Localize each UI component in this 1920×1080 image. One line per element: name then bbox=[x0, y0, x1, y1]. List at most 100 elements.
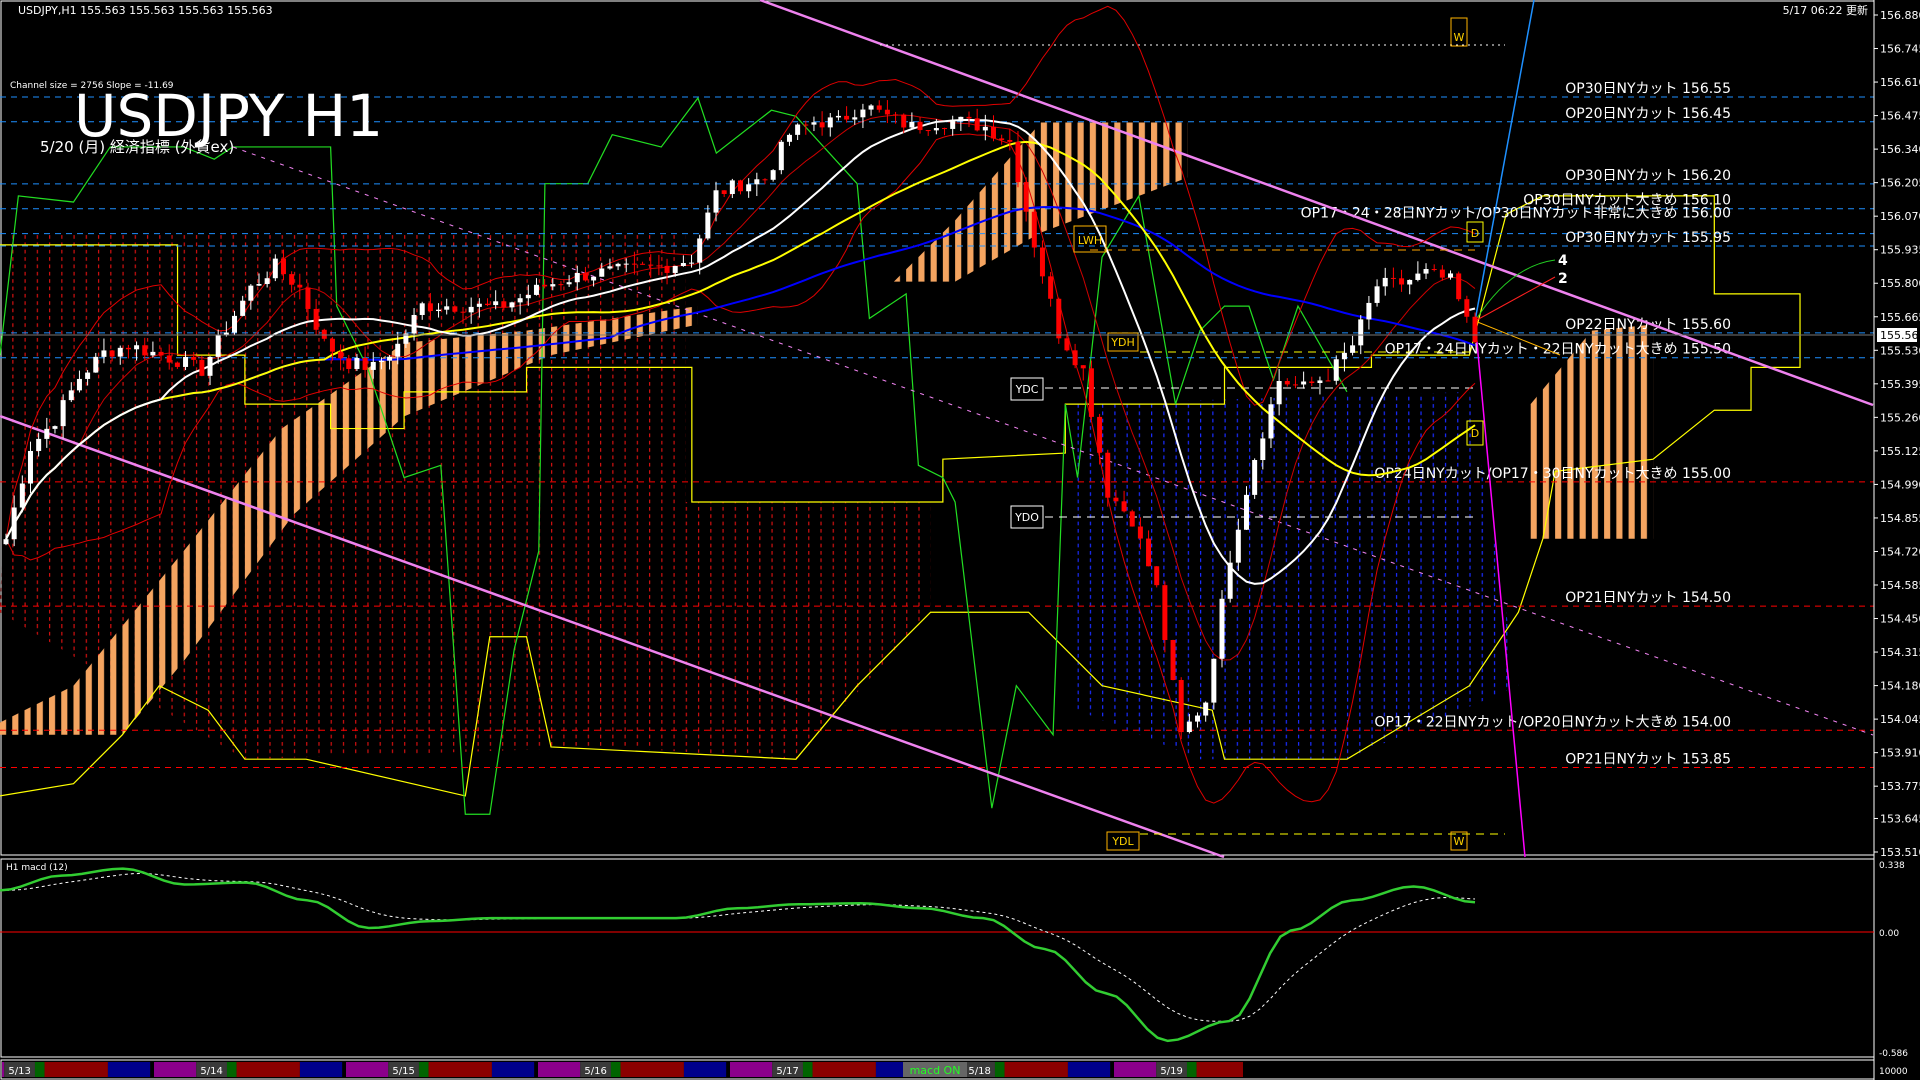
date-bar-segment bbox=[154, 1062, 197, 1077]
macd-lines bbox=[0, 867, 1476, 1043]
date-bar-segment bbox=[236, 1062, 300, 1077]
channel-lower-line[interactable] bbox=[0, 414, 1225, 859]
option-level-label: OP30日NYカット 156.20 bbox=[1565, 168, 1731, 184]
macd-tick-max: 0.338 bbox=[1879, 861, 1905, 871]
candle-body bbox=[1341, 352, 1347, 360]
candles bbox=[3, 100, 1478, 740]
ydl-label: YDL bbox=[1111, 835, 1134, 848]
candle-body bbox=[672, 265, 678, 273]
candle-body bbox=[1415, 273, 1421, 280]
option-level-label: OP21日NYカット 153.85 bbox=[1565, 752, 1731, 768]
ichimoku-cloud bbox=[0, 96, 1801, 815]
candle-body bbox=[215, 335, 221, 357]
marker-boxes: YDH YDC YDO YDL LWH W W D D bbox=[1010, 17, 1484, 851]
candle-body bbox=[1007, 139, 1013, 142]
senkou-span-yellow bbox=[0, 195, 1801, 797]
option-level-label: OP24日NYカット/OP17・30日NYカット大きめ 155.00 bbox=[1374, 466, 1731, 482]
candle-body bbox=[346, 358, 352, 369]
candle-body bbox=[786, 134, 792, 142]
channel-upper-line[interactable] bbox=[759, 0, 1874, 407]
option-level-label: OP20日NYカット 156.45 bbox=[1565, 106, 1731, 122]
lwh-label: LWH bbox=[1078, 234, 1102, 247]
candle-body bbox=[689, 262, 695, 264]
ydl-box bbox=[1106, 831, 1140, 851]
price-tick-label: 156.475 bbox=[1880, 110, 1920, 123]
candle-body bbox=[1317, 380, 1323, 383]
candle-body bbox=[1186, 721, 1192, 733]
candle-body bbox=[1268, 404, 1274, 439]
candle-body bbox=[378, 360, 384, 362]
price-tick-label: 155.935 bbox=[1880, 244, 1920, 257]
kumo-blue-dotted bbox=[1077, 391, 1519, 760]
bottom-bar-frame bbox=[0, 1059, 1875, 1080]
candle-body bbox=[835, 115, 841, 118]
price-tick-label: 155.395 bbox=[1880, 378, 1920, 391]
candle-body bbox=[44, 428, 50, 439]
candle-body bbox=[1399, 278, 1405, 285]
candle-body bbox=[109, 350, 115, 357]
price-tick-label: 154.855 bbox=[1880, 512, 1920, 525]
date-bar-segment bbox=[538, 1062, 581, 1077]
date-bar-segment bbox=[491, 1062, 535, 1077]
candle-body bbox=[256, 284, 262, 286]
candle-body bbox=[990, 126, 996, 139]
candle-body bbox=[607, 266, 613, 269]
price-axis[interactable]: 156.880 156.745 156.610 156.475 156.340 156.2… bbox=[1873, 0, 1920, 1080]
candle-body bbox=[582, 272, 588, 281]
candle-body bbox=[1235, 529, 1241, 563]
price-tick-label: 153.510 bbox=[1880, 846, 1920, 859]
date-bar: 5/13 5/14 5/15 5/16 5/17 5/18 5/19 bbox=[2, 1062, 1243, 1077]
price-tick-label: 156.340 bbox=[1880, 143, 1920, 156]
chikou-span-green bbox=[0, 96, 1348, 815]
candle-body bbox=[362, 358, 368, 370]
candle-body bbox=[909, 121, 915, 128]
candle-body bbox=[1154, 566, 1160, 586]
candle-body bbox=[958, 116, 964, 122]
candle-body bbox=[615, 263, 621, 267]
candle-body bbox=[36, 438, 42, 451]
price-tick-label: 156.610 bbox=[1880, 76, 1920, 89]
w-box-top bbox=[1450, 17, 1468, 47]
candle-body bbox=[93, 356, 99, 373]
candle-body bbox=[19, 483, 25, 508]
candle-body bbox=[550, 284, 556, 287]
candle-body bbox=[999, 138, 1005, 140]
candle-body bbox=[1423, 269, 1429, 274]
candle-body bbox=[868, 105, 874, 110]
chart-title: USDJPY H1 bbox=[74, 82, 383, 150]
candle-body bbox=[444, 306, 450, 310]
macd-toggle-label[interactable]: macd ON bbox=[910, 1064, 961, 1077]
price-tick-label: 155.665 bbox=[1880, 311, 1920, 324]
candle-body bbox=[403, 333, 409, 344]
candle-body bbox=[1023, 182, 1029, 212]
trend-lines: 4 2 bbox=[0, 0, 1874, 859]
candle-body bbox=[591, 276, 597, 281]
kumo-orange-mid bbox=[893, 122, 1188, 282]
date-bar-segment bbox=[34, 1062, 45, 1077]
w-box-bottom bbox=[1450, 831, 1468, 851]
candle-body bbox=[289, 274, 295, 285]
option-level-label: OP30日NYカット 155.95 bbox=[1565, 230, 1731, 246]
macd-tick-zero: 0.00 bbox=[1879, 929, 1899, 939]
candle-body bbox=[1325, 380, 1331, 382]
price-tick-label: 156.745 bbox=[1880, 43, 1920, 56]
candle-body bbox=[3, 539, 9, 545]
candle-body bbox=[509, 302, 515, 308]
candle-body bbox=[623, 263, 629, 265]
candle-body bbox=[1284, 381, 1290, 385]
date-bar-segment bbox=[994, 1062, 1005, 1077]
channel-info: Channel size = 2756 Slope = -11.69 bbox=[10, 81, 174, 91]
candle-body bbox=[1113, 497, 1119, 502]
date-label: 5/15 bbox=[392, 1066, 414, 1077]
date-bar-segment bbox=[683, 1062, 727, 1077]
price-tick-label: 155.800 bbox=[1880, 277, 1920, 290]
candle-body bbox=[1080, 365, 1086, 369]
macd-toggle-button[interactable] bbox=[903, 1062, 967, 1077]
candle-body bbox=[1464, 299, 1470, 317]
candle-body bbox=[1407, 279, 1413, 285]
candle-body bbox=[1333, 359, 1339, 381]
date-bar-segment bbox=[196, 1062, 227, 1077]
candle-body bbox=[1162, 585, 1168, 640]
option-levels: OP30日NYカット 156.55 OP20日NYカット 156.45 OP30日N… bbox=[0, 81, 1874, 769]
